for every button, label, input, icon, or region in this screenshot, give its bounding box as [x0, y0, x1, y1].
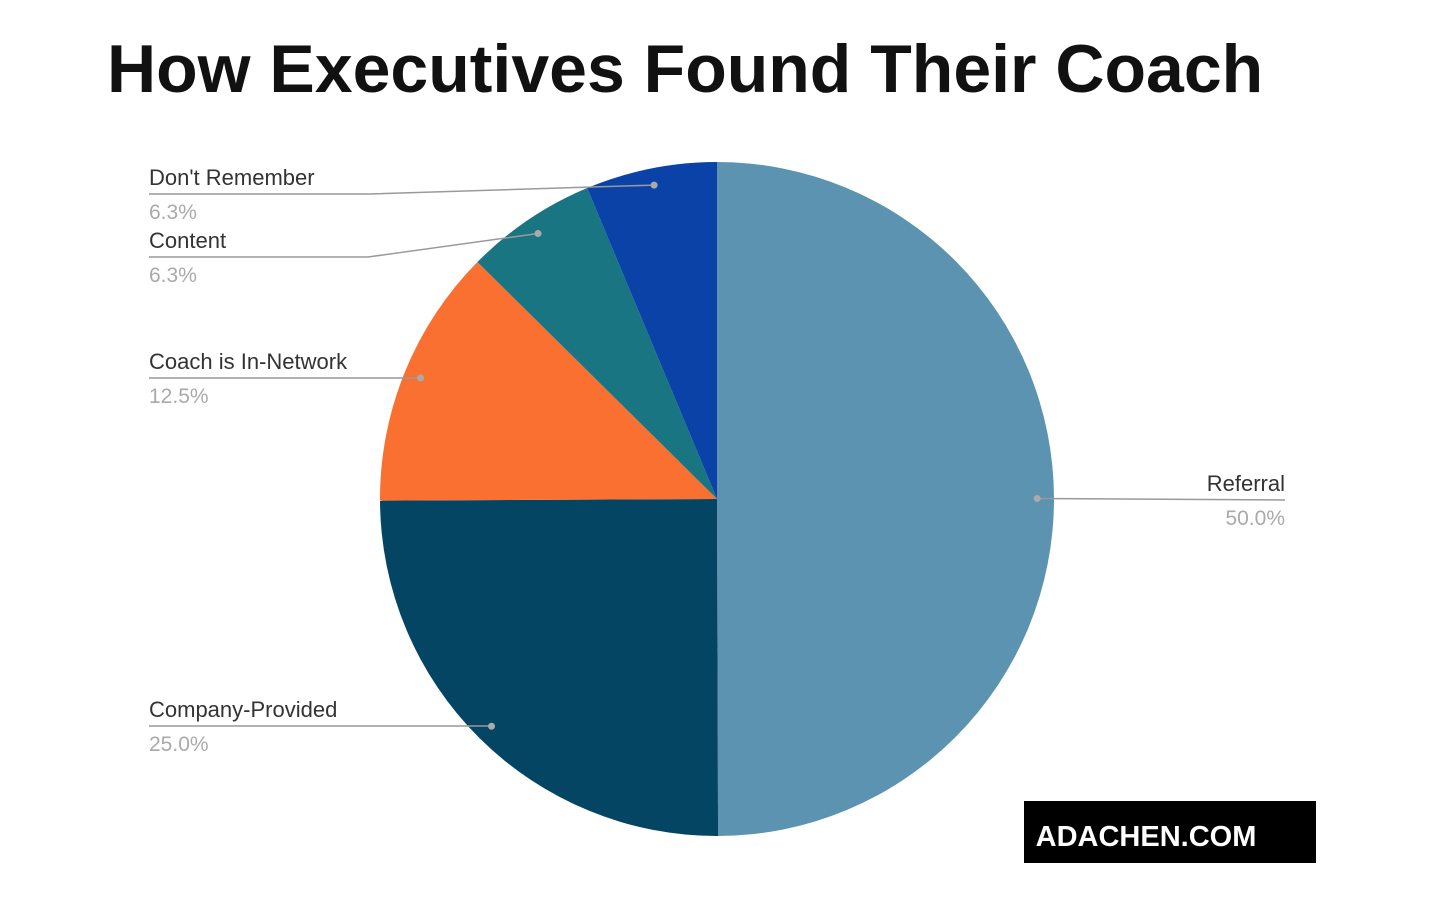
slice-value-label: 6.3% — [149, 201, 197, 224]
slice-label: Don't Remember — [149, 165, 315, 190]
leader-dot — [650, 181, 658, 189]
pie-slice — [380, 499, 719, 836]
pie-slice — [587, 162, 717, 499]
pie-slice — [717, 162, 1054, 836]
watermark-box — [1024, 801, 1316, 863]
slice-value-label: 25.0% — [149, 733, 209, 756]
leader-dot — [417, 374, 425, 382]
slice-label: Content — [149, 228, 226, 253]
slice-label: Referral — [1207, 471, 1285, 496]
pie-slice — [379, 262, 717, 501]
chart-title: How Executives Found Their Coach — [107, 31, 1263, 107]
slice-label: Company-Provided — [149, 697, 337, 722]
pie-slice — [477, 188, 717, 499]
leader-line — [1037, 497, 1286, 501]
slice-value-label: 6.3% — [149, 264, 197, 287]
leader-line — [149, 232, 539, 258]
slice-value-label: 50.0% — [1225, 507, 1285, 530]
slice-label: Coach is In-Network — [149, 349, 348, 374]
leader-dot — [534, 230, 542, 238]
leader-line — [149, 184, 655, 195]
slice-value-label: 12.5% — [149, 385, 209, 408]
leader-dot — [1033, 494, 1041, 502]
watermark: ADACHEN.COM — [1036, 821, 1257, 853]
leader-dot — [488, 722, 496, 730]
